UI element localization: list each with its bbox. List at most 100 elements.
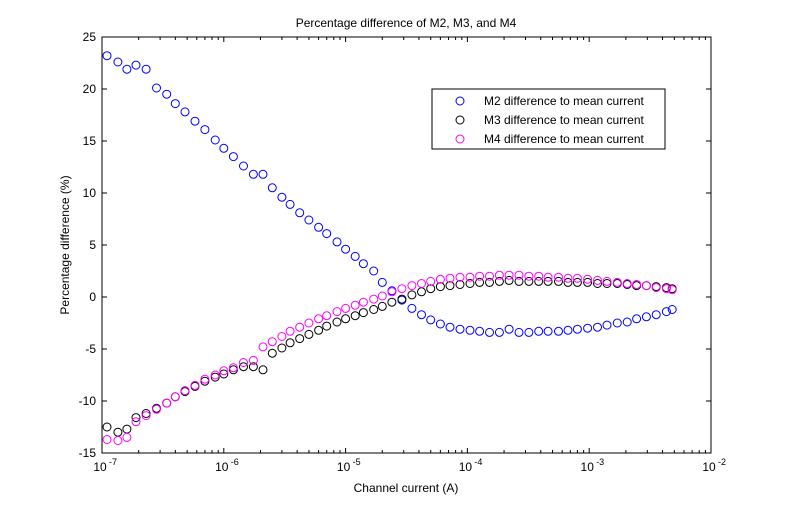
data-point [369, 294, 379, 304]
data-point [350, 251, 360, 261]
legend-label: M4 difference to mean current [484, 132, 645, 146]
data-point [210, 135, 220, 145]
data-point [572, 273, 582, 283]
data-point [377, 301, 387, 311]
x-tick-label-base: 10 [459, 460, 473, 474]
x-tick-label-base: 10 [337, 460, 351, 474]
y-tick-label: 0 [89, 290, 96, 304]
data-point [369, 305, 379, 314]
data-point [190, 116, 200, 126]
data-point [248, 169, 258, 179]
data-point [572, 324, 582, 334]
x-tick-label-base: 10 [702, 460, 716, 474]
data-point [397, 284, 407, 294]
data-point [612, 277, 622, 287]
chart-title: Percentage difference of M2, M3, and M4 [296, 16, 517, 30]
data-point [593, 322, 602, 332]
data-point [322, 321, 332, 331]
data-point [332, 307, 342, 317]
data-point [131, 413, 141, 423]
legend-box [431, 88, 666, 150]
data-point [435, 319, 445, 329]
x-tick-label: 10 -5 [337, 457, 361, 474]
data-point [622, 279, 632, 288]
data-point [407, 290, 417, 300]
data-point [102, 51, 112, 61]
data-point [534, 271, 544, 281]
data-point [170, 392, 180, 402]
legend-marker [455, 96, 465, 106]
data-point [407, 303, 417, 313]
data-point [543, 276, 553, 286]
x-tick-label: 10 -3 [581, 457, 605, 474]
data-point [341, 244, 351, 254]
data-point [141, 64, 151, 74]
data-point [602, 276, 612, 286]
y-tick-label: 5 [89, 238, 96, 252]
data-point [524, 276, 534, 286]
data-point [210, 370, 220, 380]
data-point [102, 422, 112, 432]
data-point [358, 308, 368, 318]
data-point [304, 215, 314, 225]
series-2-points [102, 51, 677, 337]
data-point [322, 311, 332, 321]
data-point [426, 284, 436, 294]
data-point [113, 57, 123, 67]
data-point [661, 284, 671, 294]
data-point [485, 277, 494, 287]
data-point [651, 283, 661, 293]
data-point [661, 307, 671, 317]
data-point [455, 272, 465, 282]
data-point [332, 237, 342, 247]
data-point [622, 317, 632, 327]
x-tick-label-base: 10 [93, 460, 107, 474]
data-point [417, 279, 426, 288]
data-point [485, 327, 494, 337]
data-point [426, 315, 436, 325]
data-point [583, 274, 593, 284]
data-point [358, 297, 368, 307]
x-axis-tick-labels: 10 -7 10 -6 10 -5 10 -4 10 -3 10 -2 [93, 457, 726, 474]
data-point [122, 64, 132, 74]
data-point [465, 325, 475, 335]
x-tick-label-base: 10 [581, 460, 595, 474]
data-point [504, 275, 514, 285]
data-point [572, 277, 582, 287]
data-point [277, 332, 287, 341]
x-tick-label-exponent: -5 [353, 457, 361, 467]
legend-entry: M2 difference to mean current [455, 94, 645, 108]
x-tick-label-exponent: -3 [596, 457, 604, 467]
data-point [543, 272, 553, 282]
data-point [295, 334, 305, 344]
data-point [285, 326, 295, 336]
data-point [485, 271, 494, 281]
data-point [593, 275, 602, 285]
data-point [612, 318, 622, 328]
data-point [524, 327, 534, 337]
data-point [341, 303, 351, 313]
data-point [602, 279, 612, 288]
data-point [239, 362, 248, 372]
x-tick-label-exponent: -7 [109, 457, 117, 467]
data-point [397, 294, 407, 304]
data-point [277, 343, 287, 353]
data-point [248, 362, 258, 372]
data-point [494, 327, 504, 337]
data-point [667, 285, 677, 295]
data-point [341, 314, 351, 324]
data-point [267, 337, 277, 347]
legend-entry: M3 difference to mean current [455, 113, 645, 127]
legend-label: M3 difference to mean current [484, 113, 645, 127]
data-point [445, 281, 455, 291]
data-point [131, 417, 141, 427]
data-point [228, 152, 238, 162]
series-4-points [102, 270, 677, 445]
data-point [455, 280, 465, 289]
data-point [465, 279, 475, 288]
data-point [219, 143, 229, 153]
data-point [504, 270, 514, 280]
data-point [239, 161, 248, 171]
data-point [228, 363, 238, 373]
